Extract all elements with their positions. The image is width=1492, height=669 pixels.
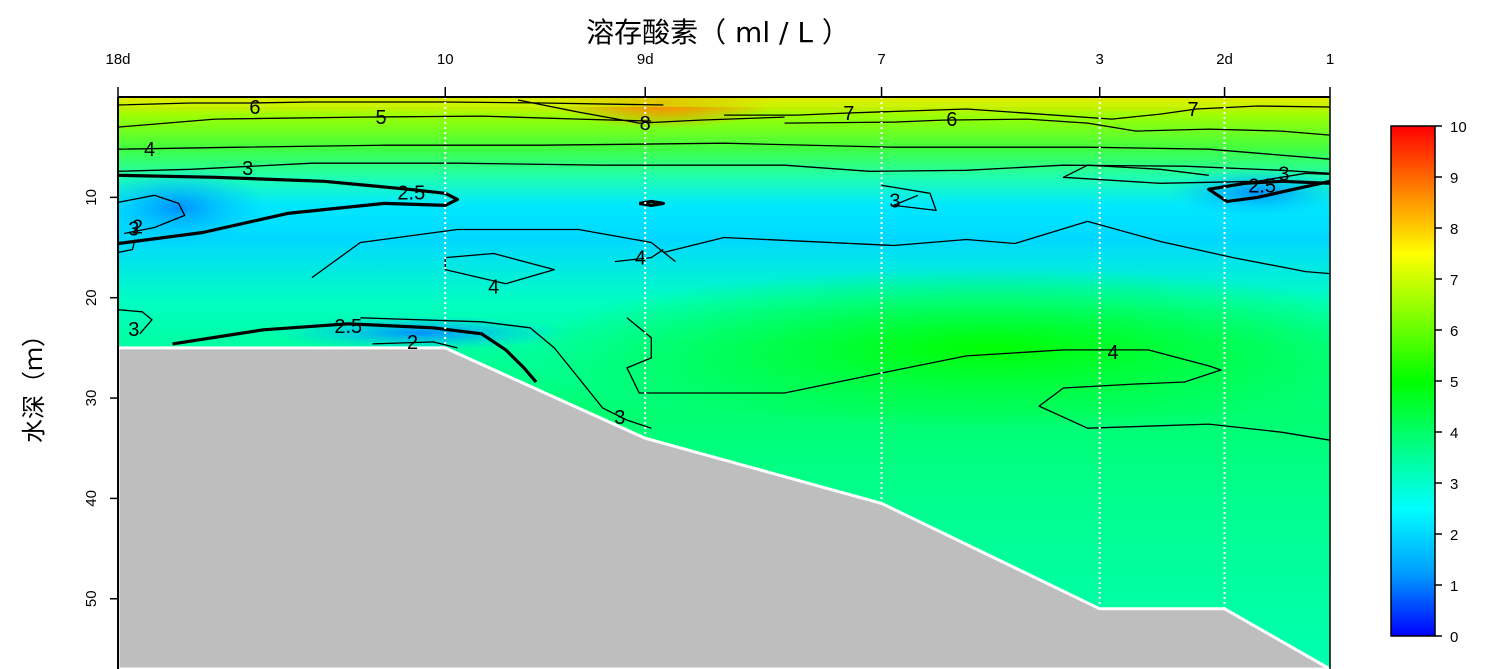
station-label: 9d	[637, 51, 654, 68]
contour-2-5-9d	[638, 199, 665, 207]
contour-5	[118, 115, 652, 128]
contour-4-mid	[311, 228, 676, 279]
colorbar-tick-label: 0	[1450, 629, 1458, 646]
contour-label: 2	[132, 216, 143, 238]
colorbar-tick-label: 9	[1450, 170, 1458, 187]
station-label: 10	[437, 51, 454, 68]
contour-label: 2.5	[334, 316, 362, 338]
contour-label: 2.5	[397, 182, 425, 204]
contour-2-5-bottom	[172, 322, 538, 384]
colorbar-tick-label: 5	[1450, 374, 1458, 391]
station-label: 1	[1326, 51, 1334, 68]
contour-label: 2	[407, 332, 418, 354]
colorbar-tick-label: 4	[1450, 425, 1458, 442]
contour-4	[118, 142, 1330, 160]
y-axis-label: 水深（ｍ）	[20, 323, 48, 443]
contour-label: 5	[375, 107, 386, 129]
contour-8	[517, 99, 785, 124]
depth-tick-label: 20	[83, 289, 100, 306]
chart-title: 溶存酸素（ ml / L ）	[586, 16, 850, 49]
contour-label: 3	[128, 319, 139, 341]
colorbar-tick-label: 8	[1450, 221, 1458, 238]
contour-label: 4	[635, 248, 646, 270]
contour-label: 3	[889, 190, 900, 212]
contour-3-east	[1062, 164, 1330, 184]
contour-2-5-west	[118, 173, 459, 246]
contour-2-bottom	[372, 341, 458, 349]
station-lines	[444, 97, 1226, 609]
station-label: 7	[877, 51, 885, 68]
contour-label: 3	[128, 218, 139, 240]
colorbar-tick-label: 6	[1450, 323, 1458, 340]
contour-lines	[118, 99, 1330, 441]
contour-label: 7	[843, 103, 854, 125]
depth-tick-label: 10	[83, 189, 100, 206]
contour-label: 8	[640, 113, 651, 135]
contour-4-lower	[626, 317, 1330, 441]
contour-label: 4	[488, 277, 499, 299]
contour-3-west	[118, 239, 136, 254]
colorbar-tick-label: 1	[1450, 578, 1458, 595]
seafloor-polygon	[116, 346, 1334, 669]
depth-tick-label: 50	[83, 590, 100, 607]
colorbar-tick-label: 3	[1450, 476, 1458, 493]
contour-2-5-east	[1207, 179, 1330, 203]
contour-6	[118, 101, 664, 106]
contour-3-bottom	[360, 317, 652, 429]
contour-label: 2.5	[1248, 175, 1276, 197]
contour-label: 3	[242, 158, 253, 180]
colorbar-tick-label: 2	[1450, 527, 1458, 544]
surface-band	[118, 97, 1330, 107]
contour-label: 6	[946, 109, 957, 131]
contour-label: 4	[144, 139, 155, 161]
contour-2	[118, 194, 186, 235]
seafloor-area	[116, 346, 1334, 669]
colorbar-scale	[1390, 125, 1436, 637]
station-axis: 18d 10 9d 7 3 2d 1	[105, 51, 1334, 98]
contour-6b	[784, 118, 1330, 136]
station-label: 3	[1096, 51, 1104, 68]
contour-label: 3	[1278, 163, 1289, 185]
station-label: 2d	[1216, 51, 1233, 68]
mid-depth-green-region	[530, 267, 1330, 428]
depth-axis: 10 20 30 40 50	[83, 97, 1331, 669]
contour-4-upper	[663, 220, 1330, 275]
low-oxygen-spot-east	[1167, 167, 1330, 218]
contour-label: 4	[1107, 342, 1118, 364]
contour-3-mid	[881, 184, 937, 212]
contour-7	[724, 105, 1330, 120]
contour-label: 3	[614, 407, 625, 429]
contour-label: 7	[1187, 99, 1198, 121]
contour-3-corner	[118, 309, 153, 335]
colorbar-tick-label: 10	[1450, 119, 1467, 136]
colorbar-tick-label: 7	[1450, 272, 1458, 289]
depth-tick-label: 40	[83, 490, 100, 507]
colorbar: 0 1 2 3 4 5 6 7 8 9 10	[1390, 119, 1467, 646]
contour-3	[118, 162, 1330, 174]
depth-tick-label: 30	[83, 390, 100, 407]
contour-label: 6	[249, 97, 260, 119]
contour-4-small	[614, 248, 664, 263]
station-label: 18d	[105, 51, 130, 68]
